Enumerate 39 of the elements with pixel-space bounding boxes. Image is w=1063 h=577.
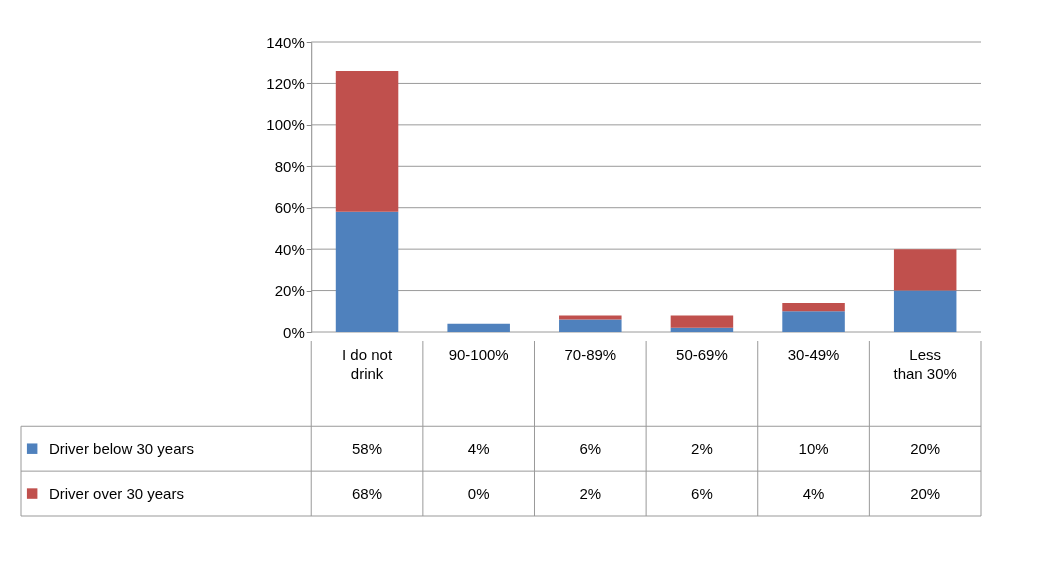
data-label: 58%	[352, 439, 383, 457]
y-tick-label: 0%	[283, 323, 305, 341]
bar	[782, 303, 845, 312]
y-tick-label: 120%	[266, 74, 305, 92]
data-label: 2%	[579, 484, 602, 502]
x-tick-label: 70-89%	[564, 345, 617, 363]
y-tick-label: 20%	[274, 282, 305, 300]
x-tick-label: I do not drink	[342, 345, 393, 382]
x-tick-label: Less than 30%	[893, 345, 957, 382]
data-label: 0%	[467, 484, 490, 502]
y-tick-label: 60%	[274, 199, 305, 217]
x-tick-label: 50-69%	[676, 345, 728, 363]
legend-label: Driver below 30 years	[48, 439, 194, 457]
x-tick-label: 90-100%	[448, 345, 509, 363]
data-label: 20%	[910, 484, 941, 502]
bar	[335, 211, 399, 332]
y-tick-label: 80%	[274, 157, 305, 175]
data-label: 6%	[579, 439, 602, 457]
bar	[559, 315, 622, 320]
data-label: 20%	[910, 439, 941, 457]
bar	[670, 315, 734, 328]
y-tick-label: 40%	[274, 240, 305, 258]
data-label: 2%	[691, 439, 713, 457]
data-label: 6%	[691, 484, 713, 502]
y-tick-label: 140%	[266, 33, 305, 51]
data-label: 68%	[352, 484, 383, 502]
data-label: 10%	[798, 439, 829, 457]
bar	[447, 323, 510, 332]
data-label: 4%	[467, 439, 490, 457]
bar	[893, 290, 957, 332]
y-tick-label: 100%	[266, 116, 305, 134]
bar	[782, 311, 845, 332]
bar	[670, 327, 734, 332]
x-tick-label: 30-49%	[787, 345, 840, 363]
bar	[559, 319, 622, 332]
data-label: 4%	[802, 484, 825, 502]
bar	[893, 249, 957, 291]
bar	[335, 71, 399, 212]
legend-label: Driver over 30 years	[48, 484, 184, 502]
